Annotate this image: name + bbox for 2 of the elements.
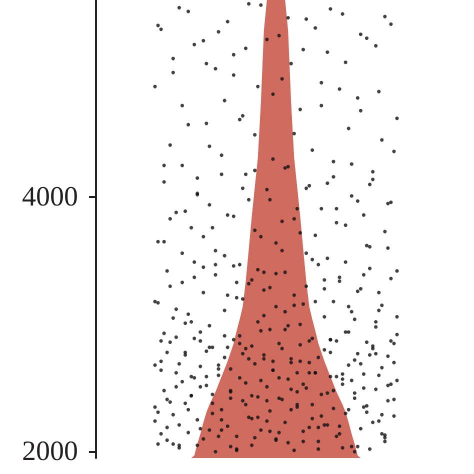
y-tick-label: 4000: [22, 182, 78, 213]
y-tick-label: 2000: [22, 436, 78, 468]
